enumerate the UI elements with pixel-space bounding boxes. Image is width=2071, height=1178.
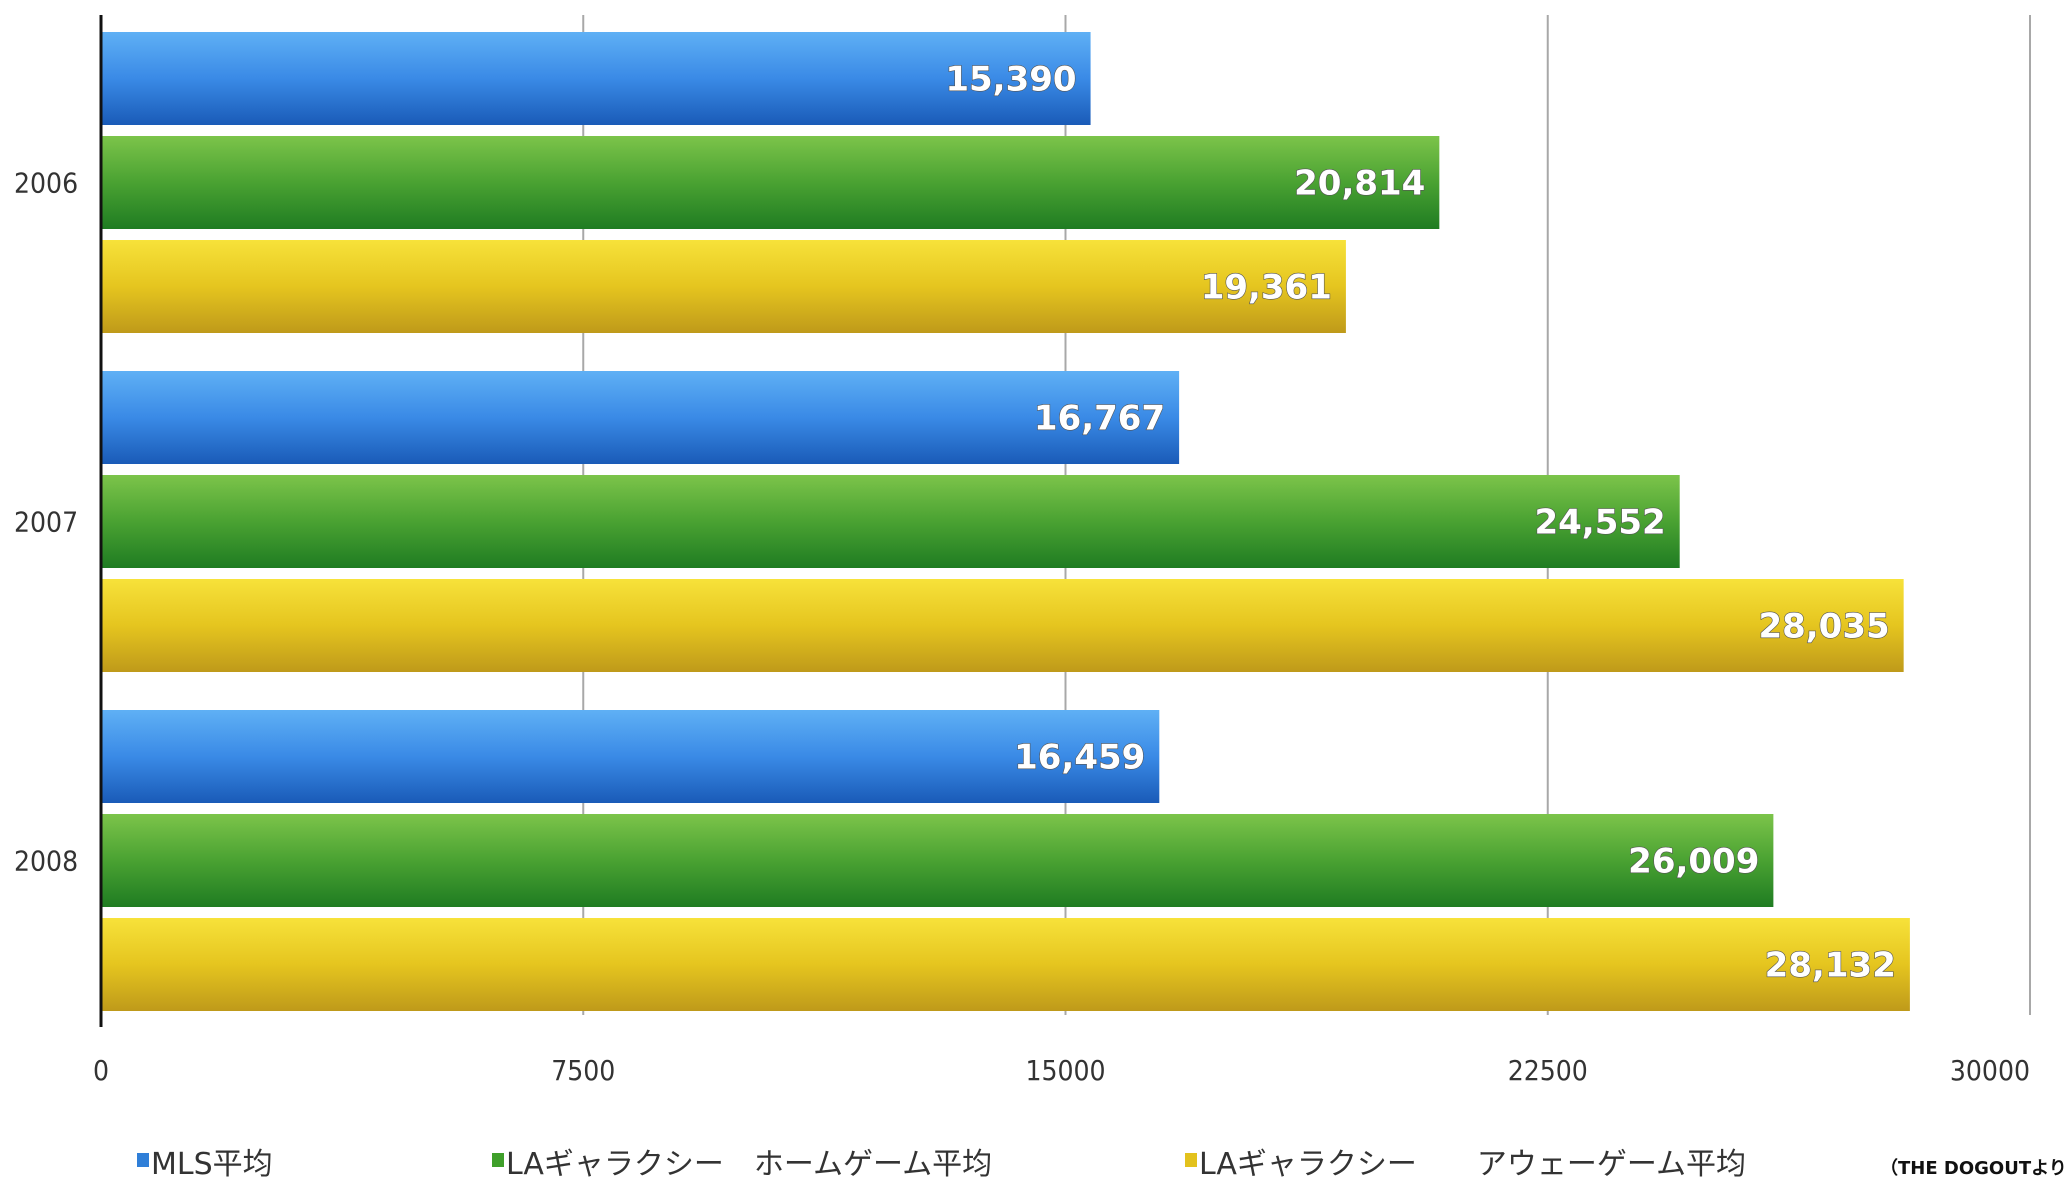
data-label: 24,552 [1534,503,1665,543]
x-tick-label: 15000 [1025,1054,1105,1087]
axes: 0 7500 15000 22500 30000 2006 2007 2008 [14,15,2030,1087]
x-tick-label: 30000 [1950,1054,2030,1087]
bar [101,475,1680,568]
y-tick-label: 2007 [14,506,78,539]
bar [101,579,1904,672]
legend-swatch [137,1153,149,1167]
bar [101,710,1160,803]
x-tick-label: 0 [93,1054,109,1087]
x-tick-label: 22500 [1508,1054,1588,1087]
data-label: 20,814 [1294,164,1425,204]
data-label: 26,009 [1628,842,1759,882]
x-tick-label: 7500 [551,1054,615,1087]
bar [101,918,1910,1011]
y-tick-label: 2008 [14,845,78,878]
legend-swatch [1185,1153,1197,1167]
y-tick-label: 2006 [14,167,78,200]
data-label: 28,035 [1758,607,1889,647]
data-label: 28,132 [1765,946,1896,986]
legend-swatch [492,1153,504,1167]
bars: 15,390 20,814 19,361 16,767 24,552 28,035 16,4… [101,32,1910,1011]
bar [101,371,1180,464]
bar [101,814,1774,907]
legend-label: LAギャラクシー アウェーゲーム平均 [1199,1147,1746,1178]
data-label: 15,390 [945,60,1076,100]
data-label: 16,459 [1014,738,1145,778]
legend-label: LAギャラクシー ホームゲーム平均 [506,1147,992,1178]
bar [101,240,1346,333]
legend: MLS平均 LAギャラクシー ホームゲーム平均 LAギャラクシー アウェーゲーム平均 [137,1147,1746,1178]
data-label: 16,767 [1034,399,1165,439]
data-label: 19,361 [1201,268,1332,308]
bar [101,136,1440,229]
source-note: （THE DOGOUTより [1880,1158,2067,1178]
legend-label: MLS平均 [151,1147,273,1178]
bar [101,32,1091,125]
